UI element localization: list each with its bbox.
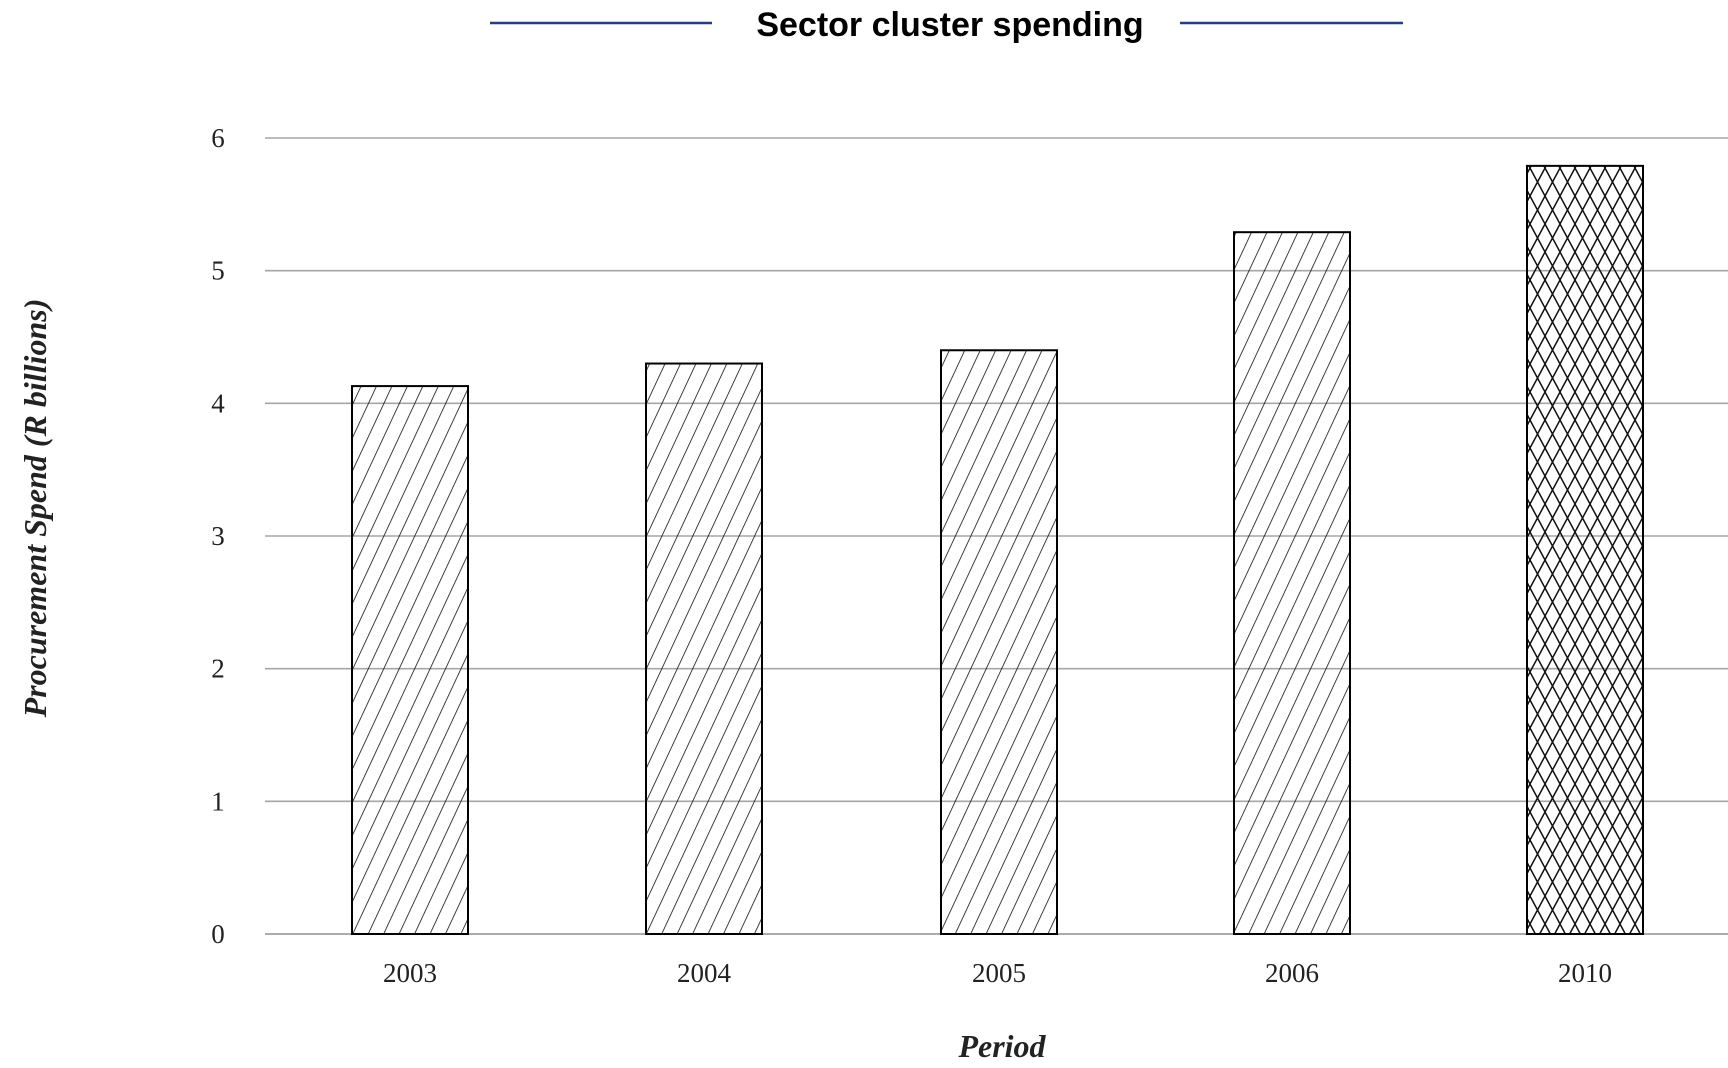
chart-title: Sector cluster spending <box>756 6 1143 44</box>
x-tick-label: 2003 <box>383 958 437 988</box>
y-tick-label: 0 <box>211 919 225 949</box>
bars <box>351 164 1644 936</box>
x-tick-labels: 2003 2004 2005 2006 2010 <box>383 958 1612 988</box>
bar-2004 <box>645 362 763 935</box>
y-tick-label: 4 <box>211 388 225 418</box>
x-tick-label: 2006 <box>1265 958 1319 988</box>
x-tick-label: 2005 <box>972 958 1026 988</box>
y-tick-labels: 0 1 2 3 4 5 6 <box>211 123 225 949</box>
bar-2006 <box>1233 231 1351 935</box>
x-tick-label: 2004 <box>677 958 732 988</box>
y-tick-label: 5 <box>211 256 225 286</box>
y-tick-label: 3 <box>211 521 225 551</box>
x-tick-label: 2010 <box>1558 958 1612 988</box>
bar-2005 <box>940 349 1058 935</box>
y-tick-label: 1 <box>211 786 225 816</box>
bar-2010 <box>1526 164 1644 936</box>
bar-2003 <box>351 385 469 935</box>
y-axis-label: Procurement Spend (R billions) <box>17 299 53 719</box>
x-axis-label: Period <box>957 1028 1046 1063</box>
y-tick-label: 6 <box>211 123 225 153</box>
y-tick-label: 2 <box>211 654 225 684</box>
